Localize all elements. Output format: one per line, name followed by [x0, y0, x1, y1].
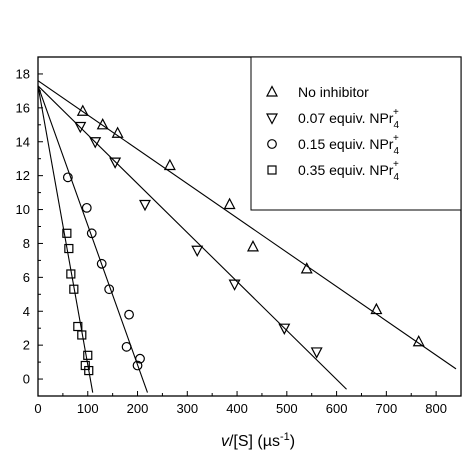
series-2-point-8: [310, 347, 323, 359]
legend-marker-2: [266, 113, 278, 125]
x-tick-label-700: 700: [376, 401, 398, 416]
legend-marker-3: [267, 139, 277, 149]
series-4-point-6: [77, 330, 87, 340]
series-4-point-9: [84, 365, 94, 376]
legend-label-4: 0.35 equiv. NPr4+: [298, 159, 399, 183]
legend-box: [250, 56, 462, 211]
fit-lines: [38, 80, 457, 393]
series-2-point-7: [278, 323, 291, 335]
series-1-point-5: [223, 197, 236, 210]
series-2-point-5: [191, 245, 204, 258]
y-tick-label-8: 8: [23, 236, 30, 251]
series-2-point-3: [109, 157, 122, 169]
x-axis-title: v/[S] (µs-1): [221, 431, 295, 450]
series-2-point-1: [74, 121, 87, 134]
series-3-point-1: [62, 172, 73, 183]
legend-label-2: 0.07 equiv. NPr4+: [298, 107, 399, 131]
series-1-point-3: [111, 126, 124, 138]
series-4-point-7: [83, 350, 93, 360]
y-tick-label-18: 18: [16, 66, 30, 81]
x-tick-label-500: 500: [276, 401, 298, 416]
series-1-point-2: [96, 118, 109, 130]
series-3-point-4: [96, 258, 107, 269]
y-tick-label-16: 16: [16, 100, 30, 115]
series-3-point-7: [121, 341, 132, 352]
series-2-point-6: [228, 279, 241, 291]
series-3-point-2: [81, 202, 92, 213]
series-1-point-7: [300, 262, 313, 274]
series-1-point-6: [246, 240, 259, 252]
series-1-point-8: [370, 302, 383, 315]
legend-marker-4: [267, 165, 277, 175]
series-3-point-9: [132, 360, 143, 371]
series-4-point-3: [66, 269, 76, 279]
series-1-point-9: [412, 334, 425, 347]
series-3-point-5: [104, 284, 115, 295]
series-3-point-6: [124, 309, 134, 320]
series-3-point-3: [86, 228, 97, 239]
series-1-point-1: [76, 104, 89, 116]
series-2-point-2: [89, 137, 102, 149]
series-2-point-4: [139, 199, 151, 212]
data-points: [62, 104, 425, 376]
y-tick-label-4: 4: [23, 304, 30, 319]
series-4-point-1: [62, 228, 72, 238]
series-4-point-2: [64, 243, 74, 254]
fit-line-4: [38, 85, 94, 393]
fit-line-3: [38, 85, 149, 393]
series-3-point-8: [135, 353, 145, 364]
legend: No inhibitor 0.07 equiv. NPr4+0.15 equiv.…: [250, 56, 462, 211]
y-tick-label-14: 14: [16, 134, 30, 149]
legend-label-1: No inhibitor: [298, 84, 369, 100]
x-tick-label-100: 100: [77, 401, 99, 416]
legend-label-3: 0.15 equiv. NPr4+: [298, 133, 399, 157]
x-tick-label-200: 200: [127, 401, 149, 416]
series-1-point-4: [163, 158, 176, 171]
y-tick-label-10: 10: [16, 202, 30, 217]
y-tick-label-12: 12: [16, 168, 30, 183]
legend-marker-1: [266, 85, 278, 97]
x-tick-label-300: 300: [176, 401, 198, 416]
axis-ticks: 0 100 200 300 400 500 600 700 800 0 2 4 6 8 10 12 14 16 18: [16, 66, 447, 416]
x-tick-label-800: 800: [425, 401, 447, 416]
x-tick-label-400: 400: [226, 401, 248, 416]
x-tick-label-0: 0: [34, 401, 41, 416]
fit-line-2: [38, 85, 347, 390]
series-4-point-4: [69, 284, 79, 294]
y-tick-label-2: 2: [23, 338, 30, 353]
x-tick-label-600: 600: [326, 401, 348, 416]
y-tick-label-0: 0: [23, 372, 30, 387]
y-tick-label-6: 6: [23, 270, 30, 285]
